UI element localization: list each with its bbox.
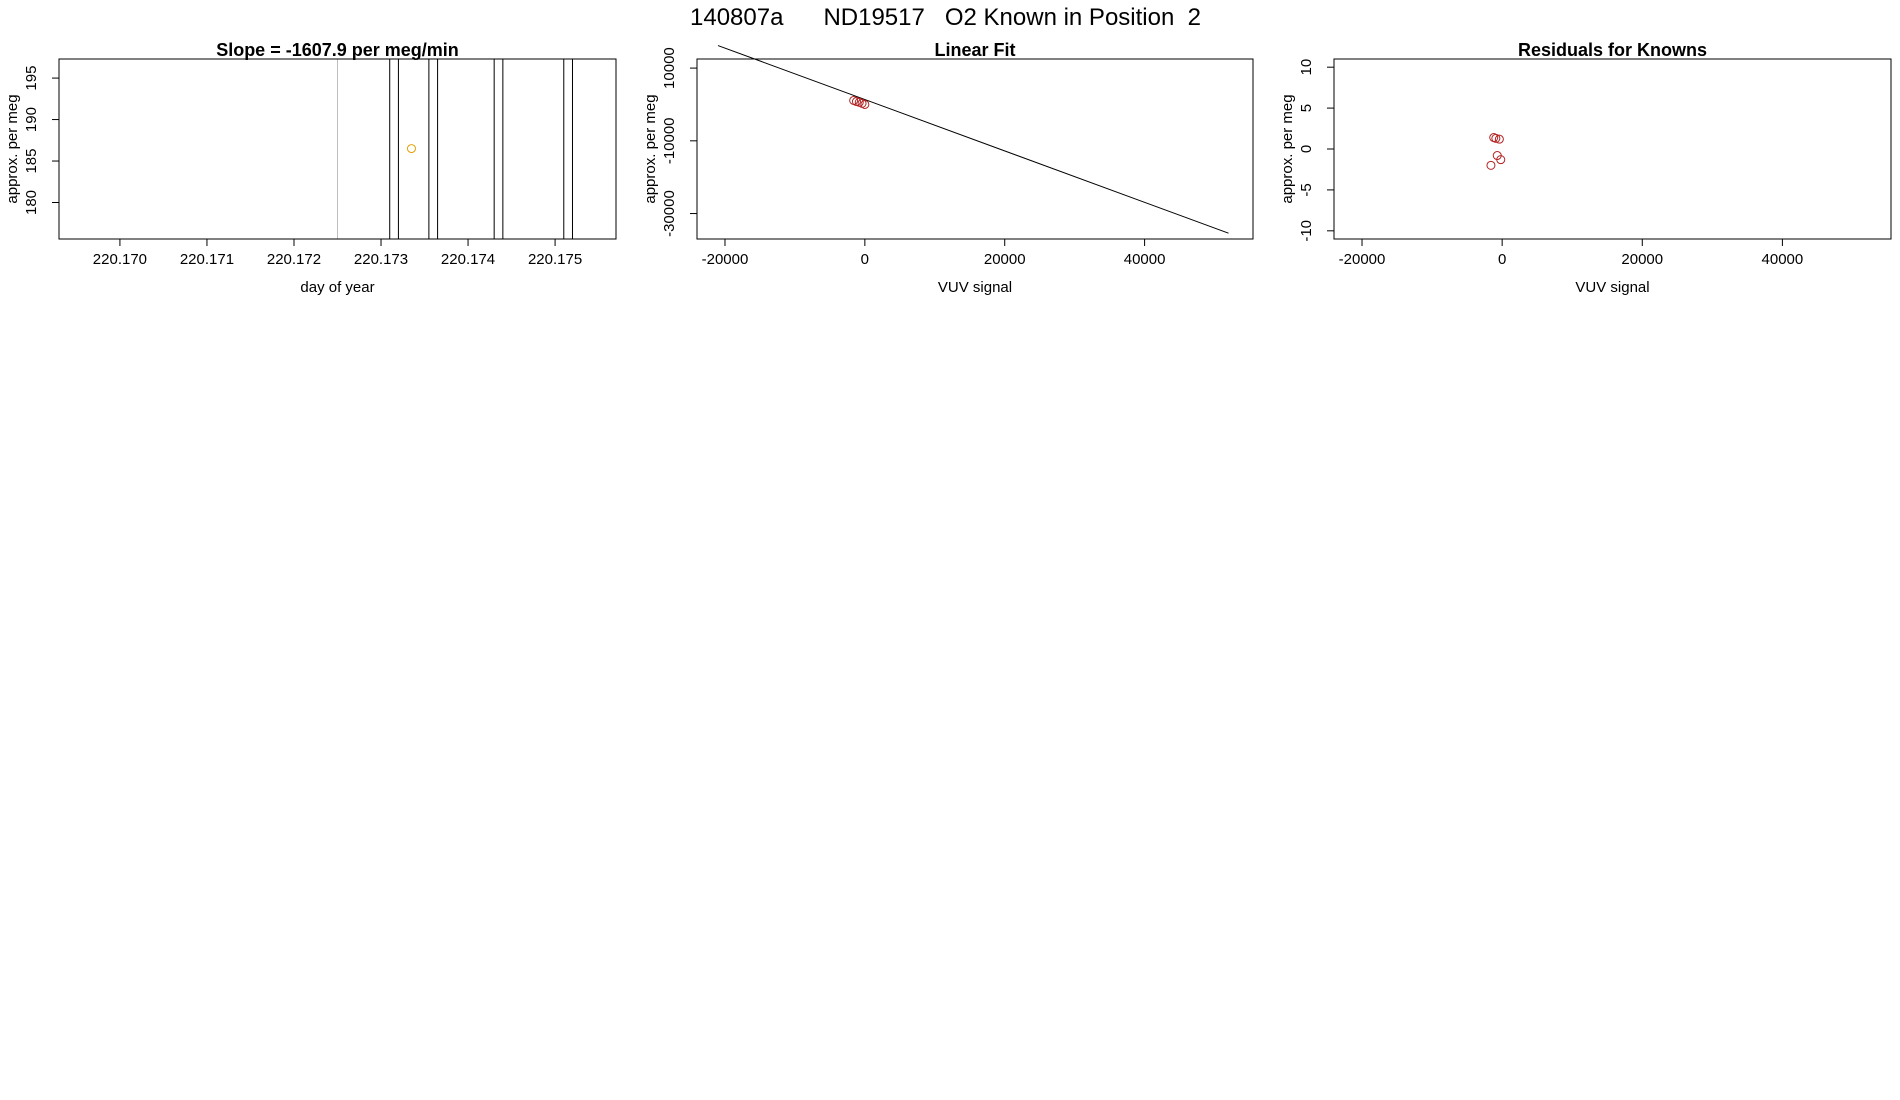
linear-fit-xtick-label: 0 [861,251,869,268]
time-series-xtick-label: 220.174 [441,251,495,268]
linear-fit-xtick-label: -20000 [702,251,749,268]
time-series-ytick-label: 185 [23,149,40,174]
residuals-xlabel: VUV signal [1575,279,1649,296]
residuals-ytick-label: -5 [1298,183,1315,196]
linear-fit-ylabel: approx. per meg [642,94,659,203]
linear-fit-panel: Linear Fit -20000 0 20000 40000 -30000 -10000 1… [642,40,1254,296]
time-series-xlabel: day of year [300,279,374,296]
residuals-ytick-label: -10 [1298,220,1315,242]
linear-fit-xtick-label: 40000 [1124,251,1166,268]
linear-fit-xtick-label: 20000 [984,251,1026,268]
time-series-title: Slope = -1607.9 per meg/min [216,40,459,60]
residuals-point [1486,160,1496,170]
linear-fit-ytick-label: -10000 [661,117,678,164]
residuals-ylabel: approx. per meg [1279,94,1296,203]
linear-fit-xlabel: VUV signal [938,279,1012,296]
linear-fit-ytick-label: 10000 [661,47,678,89]
residuals-title: Residuals for Knowns [1518,40,1707,60]
time-series-ytick-label: 180 [23,190,40,215]
residuals-xtick-label: 0 [1498,251,1506,268]
time-series-xtick-label: 220.172 [267,251,321,268]
figure-title: 140807a ND19517 O2 Known in Position 2 [690,4,1201,31]
residuals-point [1491,133,1501,143]
residuals-ytick-label: 10 [1298,59,1315,76]
time-series-panel: Slope = -1607.9 per meg/min 220.170 220.17… [4,40,617,296]
residuals-panel: Residuals for Knowns -20000 0 20000 40000 -10… [1279,40,1892,296]
time-series-ytick-label: 195 [23,66,40,91]
time-series-ytick-label: 190 [23,107,40,132]
linear-fit-ytick-label: -30000 [661,190,678,237]
residuals-xtick-label: 40000 [1762,251,1804,268]
residuals-xtick-label: 20000 [1621,251,1663,268]
residuals-point [1496,155,1506,165]
residuals-plot-frame [1333,58,1892,240]
linear-fit-point [860,99,870,109]
time-series-point [406,144,416,154]
time-series-xtick-label: 220.175 [528,251,582,268]
time-series-ylabel: approx. per meg [4,94,21,203]
residuals-ytick-label: 0 [1298,145,1315,153]
linear-fit-title: Linear Fit [934,40,1015,60]
residuals-xtick-label: -20000 [1339,251,1386,268]
linear-fit-fit-line [717,45,1229,234]
residuals-ytick-label: 5 [1298,104,1315,112]
time-series-plot-frame [58,58,617,240]
linear-fit-plot-frame [696,58,1254,240]
time-series-xtick-label: 220.173 [354,251,408,268]
residuals-point [1494,134,1504,144]
time-series-xtick-label: 220.171 [180,251,234,268]
time-series-xtick-label: 220.170 [93,251,147,268]
